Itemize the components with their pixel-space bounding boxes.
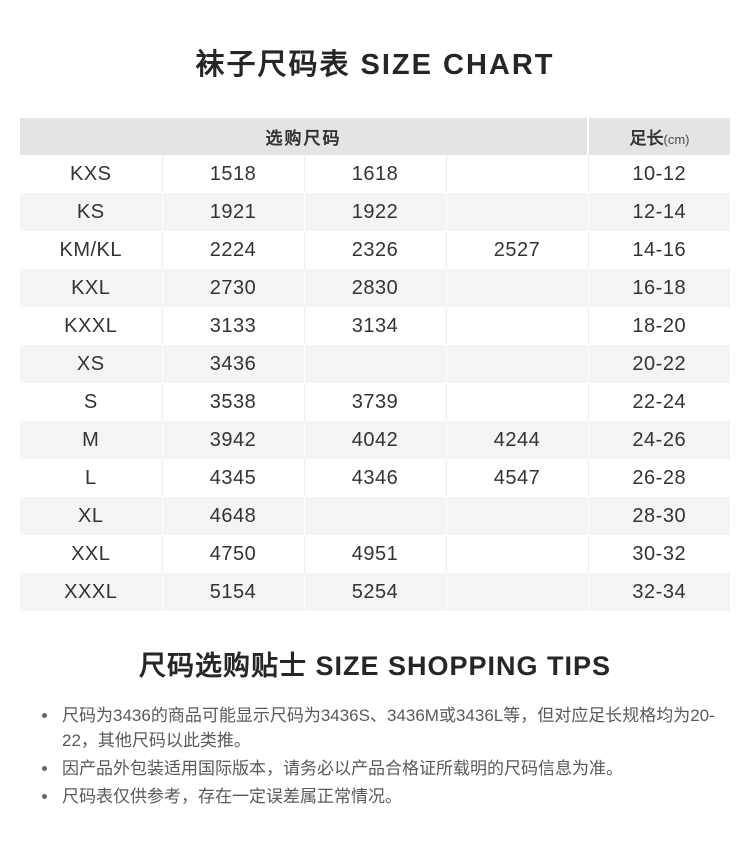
size-code-cell: 4345	[161, 459, 304, 497]
foot-length-cell: 28-30	[587, 497, 730, 535]
size-code-cell: 3942	[161, 421, 304, 459]
bullet-icon	[42, 794, 47, 799]
size-code-cell: 2326	[303, 231, 446, 269]
size-code-cell: 2730	[161, 269, 304, 307]
size-code-cell	[303, 345, 446, 383]
bullet-icon	[42, 766, 47, 771]
foot-length-cell: 24-26	[587, 421, 730, 459]
purchase-size-header-cell: 选购尺码	[20, 118, 588, 155]
foot-length-cell: 22-24	[587, 383, 730, 421]
size-code-cell	[445, 193, 588, 231]
foot-length-cell: 18-20	[587, 307, 730, 345]
tip-text: 尺码为3436的商品可能显示尺码为3436S、3436M或3436L等，但对应足…	[62, 706, 715, 750]
size-table-header: 选购尺码 足长(cm)	[20, 118, 730, 155]
foot-length-cell: 12-14	[587, 193, 730, 231]
foot-length-cell: 30-32	[587, 535, 730, 573]
tip-item: 尺码表仅供参考，存在一定误差属正常情况。	[40, 784, 716, 809]
size-chart-page: 袜子尺码表 SIZE CHART 选购尺码 足长(cm) KXS 1518 1618…	[0, 48, 750, 854]
size-code-cell	[445, 269, 588, 307]
table-row: XXL 4750 4951 30-32	[20, 535, 730, 573]
size-label-cell: XXXL	[20, 573, 162, 611]
table-row: L 4345 4346 4547 26-28	[20, 459, 730, 497]
size-code-cell	[445, 345, 588, 383]
size-code-cell	[445, 307, 588, 345]
table-row: S 3538 3739 22-24	[20, 383, 730, 421]
table-row: XS 3436 20-22	[20, 345, 730, 383]
size-code-cell: 4042	[303, 421, 446, 459]
size-code-cell: 1518	[161, 155, 304, 193]
table-row: KS 1921 1922 12-14	[20, 193, 730, 231]
size-code-cell: 3134	[303, 307, 446, 345]
size-code-cell	[445, 573, 588, 611]
size-code-cell: 3436	[161, 345, 304, 383]
foot-length-label: 足长	[629, 129, 664, 148]
size-code-cell: 5154	[161, 573, 304, 611]
foot-length-unit: (cm)	[663, 132, 690, 147]
tip-item: 尺码为3436的商品可能显示尺码为3436S、3436M或3436L等，但对应足…	[40, 703, 716, 753]
size-code-cell: 4648	[161, 497, 304, 535]
size-code-cell: 3133	[161, 307, 304, 345]
size-code-cell: 3538	[161, 383, 304, 421]
size-code-cell: 4346	[303, 459, 446, 497]
size-label-cell: KXXL	[20, 307, 162, 345]
size-code-cell	[445, 535, 588, 573]
page-title: 袜子尺码表 SIZE CHART	[195, 49, 555, 81]
size-code-cell: 1922	[303, 193, 446, 231]
bullet-icon	[42, 713, 47, 718]
size-label-cell: M	[20, 421, 162, 459]
tips-heading: 尺码选购贴士 SIZE SHOPPING TIPS	[138, 651, 612, 681]
size-table: 选购尺码 足长(cm) KXS 1518 1618 10-12 KS 1921 1922 12…	[20, 118, 730, 611]
size-label-cell: KS	[20, 193, 162, 231]
size-label-cell: XS	[20, 345, 162, 383]
table-row: KXXL 3133 3134 18-20	[20, 307, 730, 345]
table-row: XL 4648 28-30	[20, 497, 730, 535]
foot-length-cell: 14-16	[587, 231, 730, 269]
size-code-cell: 5254	[303, 573, 446, 611]
tip-item: 因产品外包装适用国际版本，请务必以产品合格证所载明的尺码信息为准。	[40, 756, 716, 781]
size-code-cell	[445, 155, 588, 193]
size-code-cell: 4244	[445, 421, 588, 459]
size-code-cell: 2224	[161, 231, 304, 269]
size-table-body: KXS 1518 1618 10-12 KS 1921 1922 12-14 KM/KL 2224…	[20, 155, 730, 611]
tip-text: 因产品外包装适用国际版本，请务必以产品合格证所载明的尺码信息为准。	[62, 759, 623, 778]
size-code-cell: 4951	[303, 535, 446, 573]
header-row: 选购尺码 足长(cm)	[20, 118, 730, 155]
size-code-cell: 2527	[445, 231, 588, 269]
foot-length-cell: 32-34	[587, 573, 730, 611]
size-code-cell	[445, 497, 588, 535]
size-code-cell: 4750	[161, 535, 304, 573]
size-label-cell: KM/KL	[20, 231, 162, 269]
size-code-cell	[303, 497, 446, 535]
size-label-cell: KXL	[20, 269, 162, 307]
size-code-cell: 1921	[161, 193, 304, 231]
size-code-cell: 1618	[303, 155, 446, 193]
tip-text: 尺码表仅供参考，存在一定误差属正常情况。	[62, 787, 402, 806]
foot-length-cell: 20-22	[587, 345, 730, 383]
size-label-cell: XXL	[20, 535, 162, 573]
foot-length-cell: 16-18	[587, 269, 730, 307]
table-row: XXXL 5154 5254 32-34	[20, 573, 730, 611]
size-table-container: 选购尺码 足长(cm) KXS 1518 1618 10-12 KS 1921 1922 12…	[20, 118, 730, 611]
size-label-cell: XL	[20, 497, 162, 535]
foot-length-cell: 10-12	[587, 155, 730, 193]
size-code-cell	[445, 383, 588, 421]
size-label-cell: L	[20, 459, 162, 497]
size-label-cell: KXS	[20, 155, 162, 193]
table-row: KXS 1518 1618 10-12	[20, 155, 730, 193]
size-label-cell: S	[20, 383, 162, 421]
table-row: M 3942 4042 4244 24-26	[20, 421, 730, 459]
size-code-cell: 4547	[445, 459, 588, 497]
size-code-cell: 3739	[303, 383, 446, 421]
foot-length-header-cell: 足长(cm)	[587, 118, 730, 155]
tips-list: 尺码为3436的商品可能显示尺码为3436S、3436M或3436L等，但对应足…	[40, 703, 716, 809]
size-code-cell: 2830	[303, 269, 446, 307]
foot-length-cell: 26-28	[587, 459, 730, 497]
table-row: KM/KL 2224 2326 2527 14-16	[20, 231, 730, 269]
table-row: KXL 2730 2830 16-18	[20, 269, 730, 307]
